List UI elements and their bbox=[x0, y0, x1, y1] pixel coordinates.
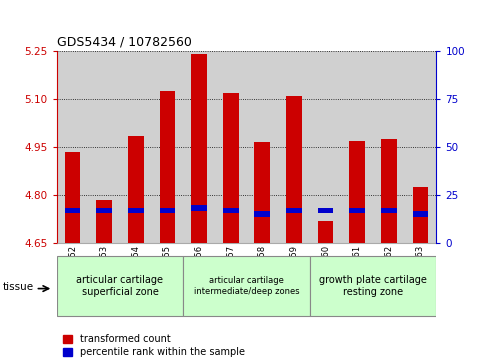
Bar bbox=[317, 208, 333, 213]
Text: articular cartilage
intermediate/deep zones: articular cartilage intermediate/deep zo… bbox=[194, 276, 299, 295]
Bar bbox=[160, 208, 176, 213]
Bar bbox=[317, 221, 333, 243]
Text: growth plate cartilage
resting zone: growth plate cartilage resting zone bbox=[319, 275, 427, 297]
Bar bbox=[191, 205, 207, 211]
Bar bbox=[128, 136, 143, 243]
Bar bbox=[350, 208, 365, 213]
Bar bbox=[405, 51, 436, 243]
Bar bbox=[223, 208, 239, 213]
Bar bbox=[120, 51, 152, 243]
Bar bbox=[96, 200, 112, 243]
Bar bbox=[191, 54, 207, 243]
Text: tissue: tissue bbox=[2, 282, 34, 292]
Bar bbox=[223, 93, 239, 243]
Bar bbox=[381, 208, 397, 213]
Bar bbox=[310, 256, 436, 315]
Bar bbox=[183, 256, 310, 315]
Bar bbox=[65, 152, 80, 243]
Bar bbox=[254, 142, 270, 243]
Bar bbox=[373, 51, 405, 243]
Bar bbox=[96, 208, 112, 213]
Text: GDS5434 / 10782560: GDS5434 / 10782560 bbox=[57, 35, 192, 48]
Bar bbox=[413, 187, 428, 243]
Bar bbox=[413, 211, 428, 217]
Bar bbox=[246, 51, 278, 243]
Bar bbox=[215, 51, 246, 243]
Bar bbox=[350, 140, 365, 243]
Bar bbox=[128, 208, 143, 213]
Legend: transformed count, percentile rank within the sample: transformed count, percentile rank withi… bbox=[62, 333, 246, 358]
Bar bbox=[57, 256, 183, 315]
Bar bbox=[381, 139, 397, 243]
Bar bbox=[65, 208, 80, 213]
Bar bbox=[286, 208, 302, 213]
Bar bbox=[286, 96, 302, 243]
Bar bbox=[183, 51, 215, 243]
Bar bbox=[160, 91, 176, 243]
Bar bbox=[310, 51, 341, 243]
Bar bbox=[57, 51, 88, 243]
Text: articular cartilage
superficial zone: articular cartilage superficial zone bbox=[76, 275, 164, 297]
Bar bbox=[152, 51, 183, 243]
Bar bbox=[88, 51, 120, 243]
Bar bbox=[341, 51, 373, 243]
Bar bbox=[254, 211, 270, 217]
Bar bbox=[278, 51, 310, 243]
